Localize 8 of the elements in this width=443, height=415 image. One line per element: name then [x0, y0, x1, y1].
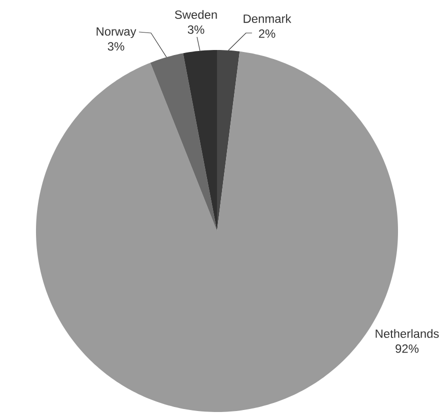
data-label: 92% [396, 344, 419, 353]
data-label: 2% [258, 29, 276, 38]
slice-label: Sweden [174, 10, 217, 19]
data-label: 3% [108, 42, 124, 51]
slice-label: Denmark [244, 14, 292, 23]
data-label: 3% [188, 25, 204, 34]
slice-label: Norway [96, 27, 136, 38]
slice-label: Netherlands [376, 329, 439, 338]
